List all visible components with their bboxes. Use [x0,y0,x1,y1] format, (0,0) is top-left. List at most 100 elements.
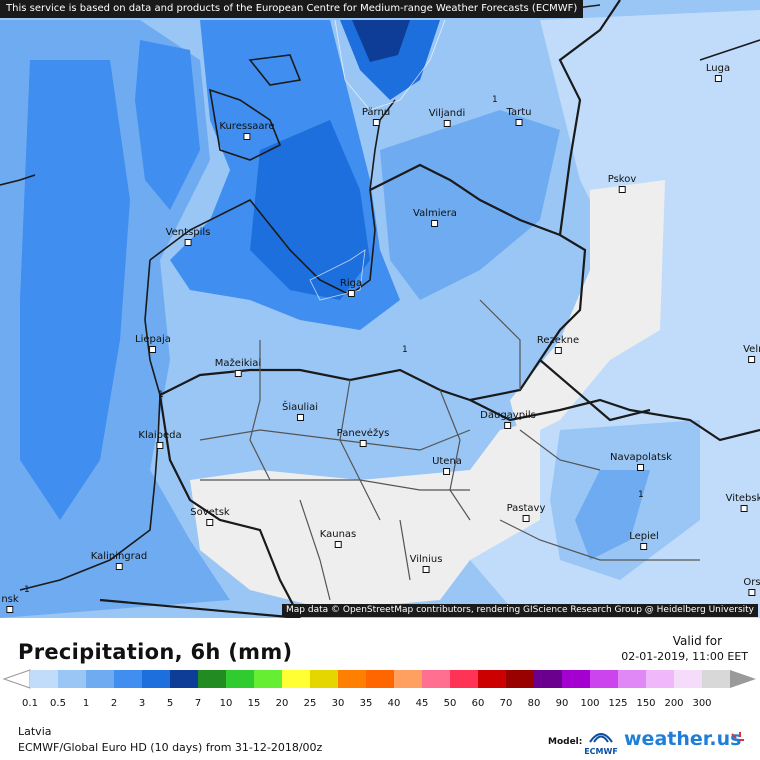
legend-swatch [478,670,506,688]
legend-swatch [450,670,478,688]
city-marker-icon [156,442,164,449]
legend-tick-label: 35 [360,698,373,708]
city-name: Panevėžys [336,428,390,439]
city-name: Liepaja [135,334,171,345]
legend-swatch [114,670,142,688]
legend-tick-label: 2 [111,698,117,708]
city-name: Valmiera [413,208,457,219]
city-marker-icon [504,422,512,429]
legend-tick-label: 7 [195,698,201,708]
map-title: Precipitation, 6h (mm) [18,640,293,664]
city-label: Ors [743,577,760,596]
city-marker-icon [347,290,355,297]
region-name: Latvia [18,725,52,738]
brand-suffix: us [716,728,742,750]
city-label: Vilnius [410,554,442,573]
city-label: Kaliningrad [91,551,147,570]
contour-label: 1 [402,345,408,355]
precip-mid-band [380,110,560,300]
legend-tick-label: 100 [580,698,599,708]
legend-swatch [142,670,170,688]
city-name: Rezekne [536,335,580,346]
city-label: Kuressaare [219,121,275,140]
legend-tick-label: 50 [444,698,457,708]
legend-tick-label: 45 [416,698,429,708]
legend-tick-label: 5 [167,698,173,708]
city-name: Ventspils [165,227,211,238]
city-name: Tartu [506,107,532,118]
legend-tick-label: 0.1 [22,698,38,708]
city-name: Utena [432,456,462,467]
legend-swatch [562,670,590,688]
precipitation-legend: 0.1 0.5 1 2 3 5 7 10 15 20 25 30 35 40 45 50 60 70 80 90 100… [2,669,756,708]
legend-swatch [58,670,86,688]
city-label: Luga [706,63,730,82]
ecmwf-logo[interactable]: ECMWF [582,726,620,756]
city-name: Luga [705,63,731,74]
city-marker-icon [637,464,645,471]
legend-swatch [422,670,450,688]
city-marker-icon [334,541,342,548]
city-label: Valmiera [413,208,457,227]
city-label: Riga [340,278,362,297]
legend-tick-label: 150 [636,698,655,708]
city-label: Viljandi [429,108,465,127]
legend-tick-label: 25 [304,698,317,708]
city-name: Mažeikiai [214,358,262,369]
legend-tick-label: 200 [664,698,683,708]
legend-tick-label: 60 [472,698,485,708]
city-label: Klaipeda [138,430,182,449]
city-name: Velı [743,344,760,355]
contour-label: 1 [492,95,498,105]
legend-min-arrow [2,669,31,689]
city-marker-icon [714,75,722,82]
legend-tick-label: 20 [276,698,289,708]
legend-swatch [198,670,226,688]
city-marker-icon [748,356,756,363]
city-label: Liepaja [135,334,171,353]
legend-swatch [86,670,114,688]
legend-swatch [170,670,198,688]
legend-tick-label: 125 [608,698,627,708]
city-marker-icon [243,133,251,140]
city-marker-icon [149,346,157,353]
city-name: Kaunas [319,529,357,540]
city-name: Šiauliai [281,402,319,413]
precip-extreme [352,20,410,62]
precip-gulf-core [250,120,370,300]
legend-swatch [646,670,674,688]
legend-swatch [506,670,534,688]
national-borders [99,0,760,618]
city-name: Ors [743,577,760,588]
precip-heavy-west2 [135,40,200,210]
city-name: Riga [339,278,363,289]
legend-swatch [310,670,338,688]
city-marker-icon [206,519,214,526]
contour-label: 1 [638,490,644,500]
legend-swatch [226,670,254,688]
city-label: Lepiel [629,531,659,550]
weather-us-logo[interactable]: weather.us [624,728,742,750]
city-label: Mažeikiai [215,358,261,377]
city-name: Daugavpils [480,410,536,421]
city-marker-icon [431,220,439,227]
city-name: Vitebsk [725,493,760,504]
legend-swatch [702,670,730,688]
city-marker-icon [6,606,14,613]
precipitation-map[interactable]: This service is based on data and produc… [0,0,760,618]
legend-swatch [590,670,618,688]
dry-area-south [190,420,540,610]
legend-swatch [618,670,646,688]
contour-lines [309,19,446,301]
city-label: Šiauliai [282,402,318,421]
legend-tick-label: 40 [388,698,401,708]
city-name: Kaliningrad [90,551,148,562]
osm-attribution[interactable]: Map data © OpenStreetMap contributors, r… [282,604,758,617]
city-label: Utena [432,456,462,475]
city-label: Kaunas [319,529,357,548]
legend-swatch [394,670,422,688]
legend-swatch [366,670,394,688]
city-marker-icon [234,370,242,377]
contour-label: 1 [24,585,30,595]
sun-rays-icon [731,732,744,741]
